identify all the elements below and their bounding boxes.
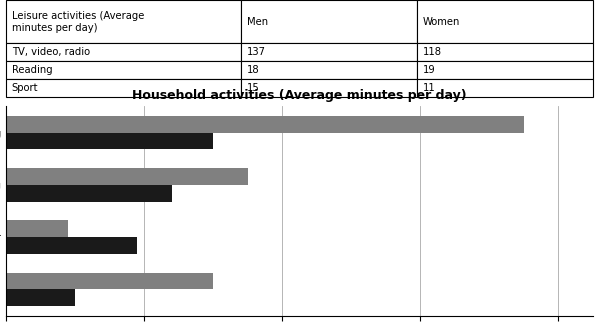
Bar [6, 43, 241, 61]
Bar [6, 79, 241, 97]
Bar [417, 61, 593, 79]
Bar [6, 273, 213, 289]
Bar [6, 61, 241, 79]
Text: Leisure activities (Average
minutes per day): Leisure activities (Average minutes per … [12, 11, 144, 33]
Bar [417, 43, 593, 61]
Bar [241, 0, 417, 43]
Bar [6, 220, 68, 237]
Bar [6, 289, 75, 306]
Text: 15: 15 [247, 83, 259, 93]
Bar [6, 0, 241, 43]
Bar [6, 116, 524, 132]
Bar [417, 79, 593, 97]
Title: Household activities (Average minutes per day): Household activities (Average minutes pe… [132, 89, 467, 102]
Text: Sport: Sport [12, 83, 38, 93]
Text: Men: Men [247, 17, 268, 27]
Bar [241, 79, 417, 97]
Bar [6, 237, 137, 254]
Bar [241, 61, 417, 79]
Text: 118: 118 [423, 47, 442, 57]
Bar [6, 132, 213, 149]
Text: 11: 11 [423, 83, 435, 93]
Bar [6, 168, 248, 185]
Text: 137: 137 [247, 47, 266, 57]
Bar [417, 0, 593, 43]
Text: TV, video, radio: TV, video, radio [12, 47, 90, 57]
Bar [241, 43, 417, 61]
Text: Women: Women [423, 17, 460, 27]
Text: 19: 19 [423, 65, 435, 75]
Text: 18: 18 [247, 65, 259, 75]
Bar [6, 185, 172, 202]
Text: Reading: Reading [12, 65, 53, 75]
